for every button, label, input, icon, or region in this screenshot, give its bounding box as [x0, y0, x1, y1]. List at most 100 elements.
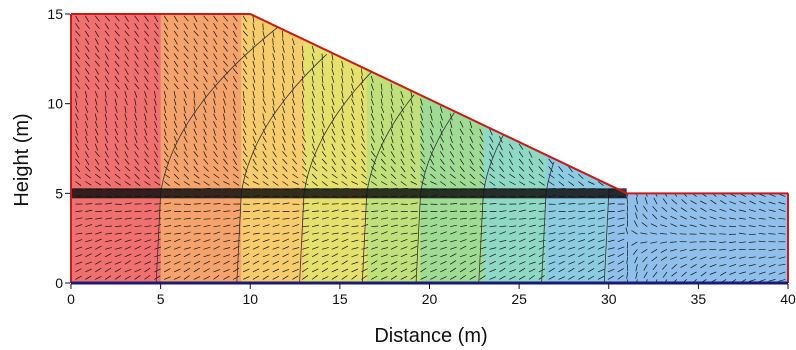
flow-vector: [134, 136, 138, 144]
flow-vector: [331, 253, 339, 258]
flow-vector: [768, 233, 776, 235]
flow-vector: [528, 245, 536, 250]
flow-vector: [479, 217, 487, 220]
flow-vector: [75, 106, 79, 113]
flow-vector: [634, 256, 638, 264]
flow-vector: [351, 268, 359, 273]
flow-vector: [538, 166, 544, 173]
flow-vector: [341, 260, 348, 265]
flow-vector: [420, 210, 428, 212]
flow-vector: [163, 75, 170, 82]
flow-vector: [114, 90, 118, 98]
flow-vector: [341, 254, 349, 258]
flow-vector: [144, 151, 149, 158]
flow-vector: [163, 113, 168, 121]
flow-vector: [105, 247, 112, 250]
flow-vector: [94, 53, 101, 60]
flow-vector: [321, 53, 323, 61]
flow-vector: [242, 253, 250, 258]
flow-vector: [321, 75, 324, 84]
flow-vector: [193, 136, 198, 143]
flow-vector: [420, 136, 425, 143]
flow-vector: [578, 173, 584, 180]
flow-vector: [440, 260, 447, 265]
equipotential-line: [155, 27, 278, 283]
flow-vector: [84, 128, 88, 136]
flow-vector: [301, 106, 305, 113]
flow-vector: [479, 225, 487, 228]
flow-vector: [183, 166, 189, 172]
flow-vector: [597, 231, 605, 235]
flow-vector: [489, 276, 497, 280]
flow-vector: [124, 173, 131, 179]
flow-vector: [440, 276, 447, 280]
flow-vector: [75, 98, 78, 106]
flow-vector: [633, 220, 638, 227]
flow-vector: [223, 254, 231, 258]
flow-vector: [75, 38, 80, 45]
flow-vector: [94, 166, 101, 172]
flow-vector: [213, 106, 216, 114]
flow-vector: [282, 45, 285, 53]
flow-vector: [430, 151, 435, 158]
flow-vector: [321, 91, 324, 99]
flow-vector: [292, 210, 300, 212]
flow-vector: [430, 268, 438, 273]
flow-vector: [626, 256, 628, 264]
flow-vector: [321, 143, 325, 151]
flow-vector: [144, 245, 151, 250]
flow-vector: [690, 256, 697, 261]
flow-vector: [380, 113, 385, 121]
flow-vector: [568, 216, 576, 220]
flow-vector: [104, 45, 110, 52]
flow-vector: [242, 128, 247, 136]
flow-vector: [104, 173, 111, 180]
flow-vector: [528, 217, 536, 220]
flow-vector: [203, 23, 208, 30]
flow-vector: [173, 143, 178, 151]
flow-vector: [134, 121, 138, 129]
flow-vector: [410, 166, 416, 173]
flow-vector: [450, 203, 458, 205]
flow-vector: [479, 231, 487, 235]
flow-vector: [518, 238, 526, 243]
flow-vector: [768, 279, 776, 282]
flow-vector: [134, 151, 139, 158]
flow-vector: [252, 98, 255, 106]
y-tick-label: 5: [55, 185, 63, 201]
flow-vector: [351, 209, 359, 212]
flow-vector: [390, 231, 398, 235]
flow-vector: [203, 166, 209, 172]
flow-vector: [173, 181, 181, 186]
flow-vector: [410, 128, 415, 136]
flow-vector: [390, 267, 397, 273]
flow-vector: [548, 246, 556, 250]
flow-vector: [252, 246, 260, 250]
flow-vector: [85, 209, 93, 212]
flow-vector: [85, 45, 90, 52]
flow-vector: [272, 113, 277, 121]
flow-vector: [312, 232, 319, 235]
flow-vector: [440, 151, 445, 158]
flow-vector: [232, 136, 236, 144]
flow-vector: [233, 209, 241, 212]
flow-vector: [390, 121, 394, 129]
flow-vector: [420, 253, 428, 258]
flow-vector: [272, 75, 275, 83]
flow-vector: [105, 202, 113, 205]
flow-vector: [183, 225, 191, 228]
flow-vector: [311, 98, 315, 106]
x-tick-label: 5: [157, 291, 165, 307]
flow-vector: [193, 113, 197, 121]
flow-vector: [94, 106, 99, 113]
flow-vector: [223, 158, 228, 165]
flow-vector: [351, 143, 356, 150]
flow-vector: [331, 83, 334, 91]
flow-vector: [282, 143, 286, 151]
flow-vector: [439, 128, 443, 136]
flow-vector: [173, 98, 177, 106]
flow-vector: [449, 128, 453, 136]
flow-vector: [748, 263, 756, 267]
flow-vector: [173, 136, 178, 143]
flow-vector: [311, 128, 315, 136]
